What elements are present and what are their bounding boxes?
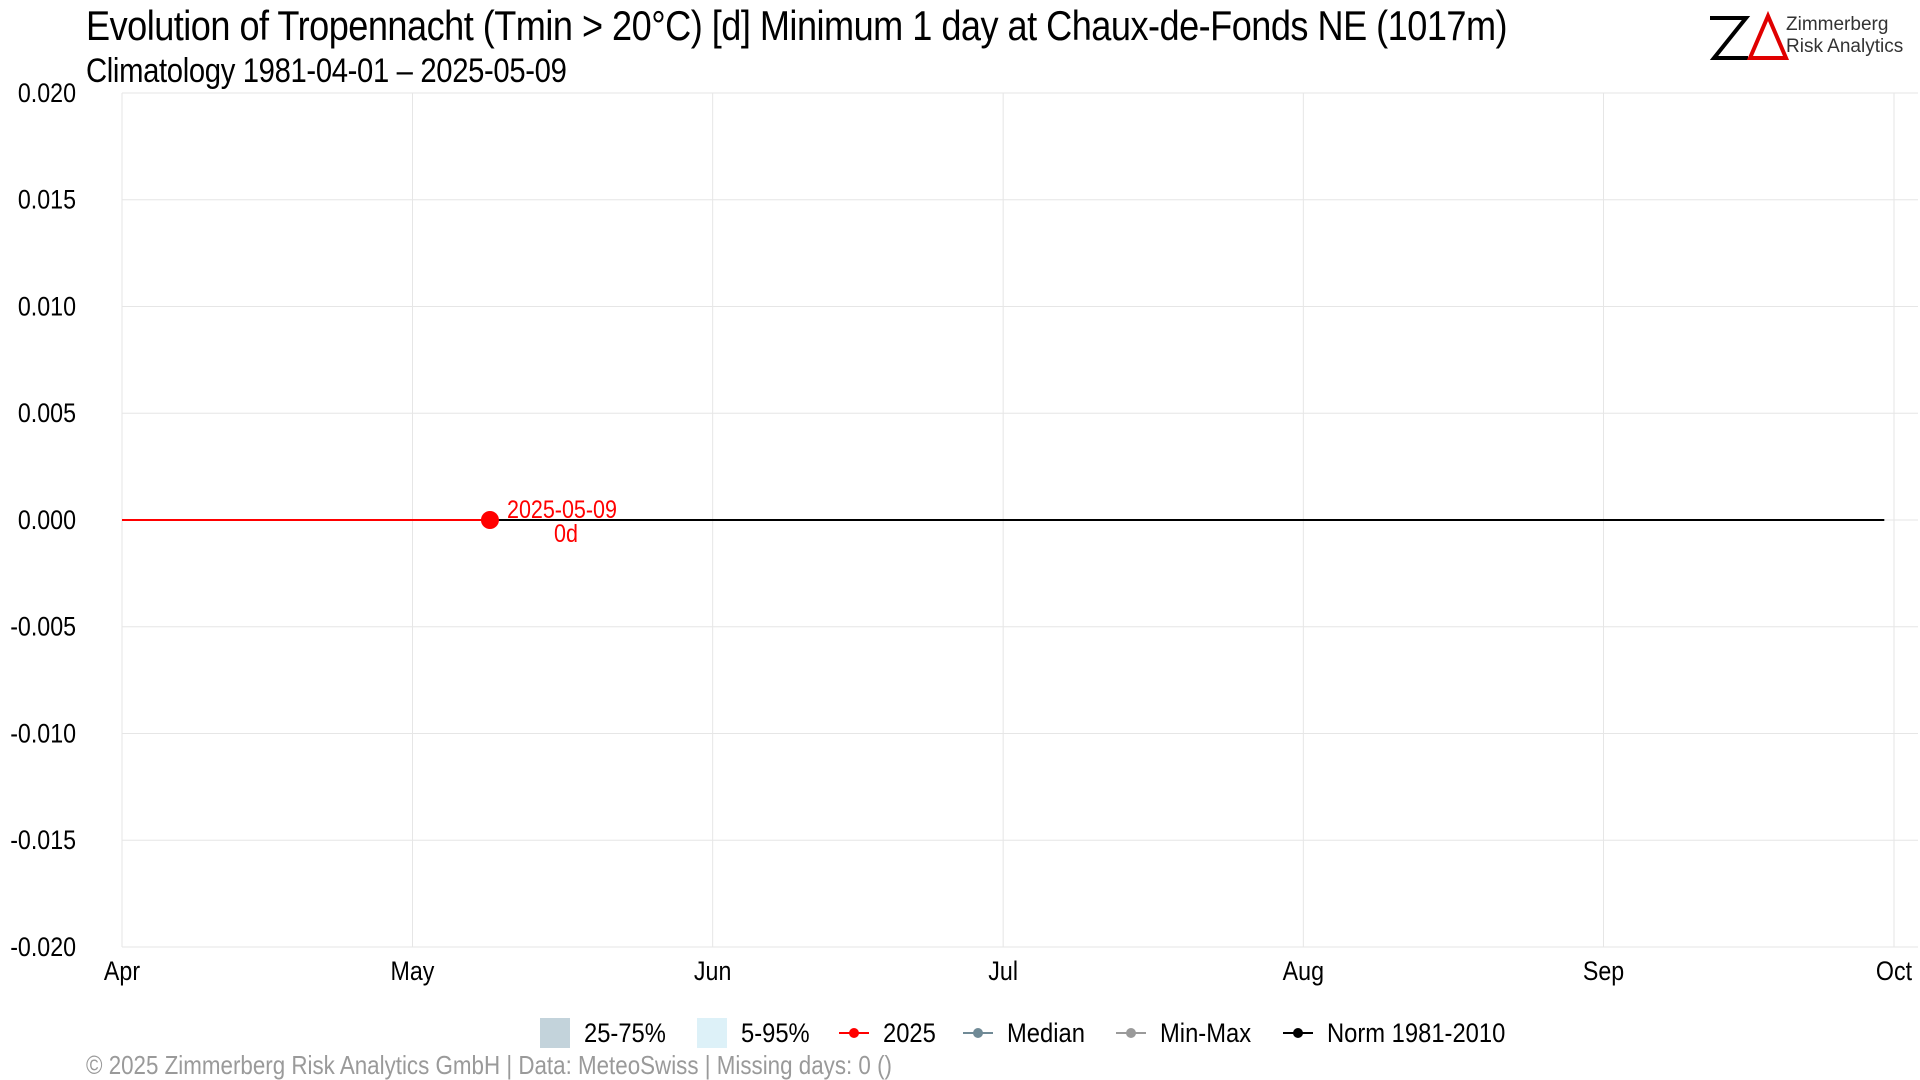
x-tick-label: Sep (1583, 956, 1624, 986)
legend-key (963, 1018, 994, 1048)
legend-key (540, 1018, 570, 1048)
x-tick-label: May (391, 956, 435, 986)
y-tick-label: -0.015 (10, 826, 76, 856)
legend-item: Median (963, 1018, 1096, 1049)
annotation-date-label: 2025-05-09 (507, 495, 617, 523)
legend-label: 25-75% (584, 1017, 666, 1048)
x-tick-label: Aug (1283, 956, 1324, 986)
y-tick-label: 0.015 (18, 185, 76, 215)
chart-subtitle: Climatology 1981-04-01 – 2025-05-09 (86, 52, 567, 90)
chart-legend: 25-75% 5-95% 2025 Median Min-Max Norm 1981-20… (540, 1016, 1550, 1050)
legend-item: Norm 1981-2010 (1283, 1018, 1530, 1049)
y-tick-label: 0.020 (18, 78, 76, 108)
logo-icon (1709, 10, 1790, 60)
y-tick-label: 0.005 (18, 399, 76, 429)
logo-name-line2: Risk Analytics (1786, 36, 1904, 57)
legend-item: Min-Max (1115, 1017, 1264, 1049)
axis-layer: 0.020 0.015 0.010 0.005 0.000 -0.005 -0.010 -0.… (10, 78, 1912, 986)
y-tick-label: -0.005 (10, 612, 76, 642)
annotation-value-label: 0d (554, 519, 578, 547)
legend-key (1283, 1018, 1314, 1048)
legend-label: Min-Max (1159, 1017, 1251, 1048)
legend-item: 5-95% (697, 1018, 819, 1049)
legend-key (839, 1018, 870, 1048)
legend-key (1115, 1018, 1146, 1048)
legend-label: Norm 1981-2010 (1327, 1017, 1506, 1048)
copyright-footer: © 2025 Zimmerberg Risk Analytics GmbH | … (86, 1050, 892, 1080)
y-tick-label: 0.010 (18, 292, 76, 322)
legend-item: 2025 (839, 1018, 943, 1049)
x-tick-label: Jun (694, 956, 731, 986)
logo-name-line1: Zimmerberg (1786, 14, 1889, 35)
y-tick-label: -0.020 (10, 932, 76, 962)
legend-label: 5-95% (741, 1017, 810, 1048)
legend-item: 25-75% (540, 1018, 677, 1049)
y-tick-label: -0.010 (10, 719, 76, 749)
x-tick-label: Oct (1876, 956, 1912, 986)
legend-label: Median (1007, 1017, 1086, 1048)
legend-key (697, 1018, 728, 1048)
x-tick-label: Apr (104, 956, 140, 986)
legend-label: 2025 (883, 1017, 936, 1048)
chart-title: Evolution of Tropennacht (Tmin > 20°C) [… (86, 2, 1508, 49)
current-value-point (480, 511, 499, 529)
x-tick-label: Jul (988, 956, 1018, 986)
logo-name: Zimmerberg Risk Analytics (1786, 14, 1903, 58)
y-tick-label: 0.000 (18, 505, 76, 535)
